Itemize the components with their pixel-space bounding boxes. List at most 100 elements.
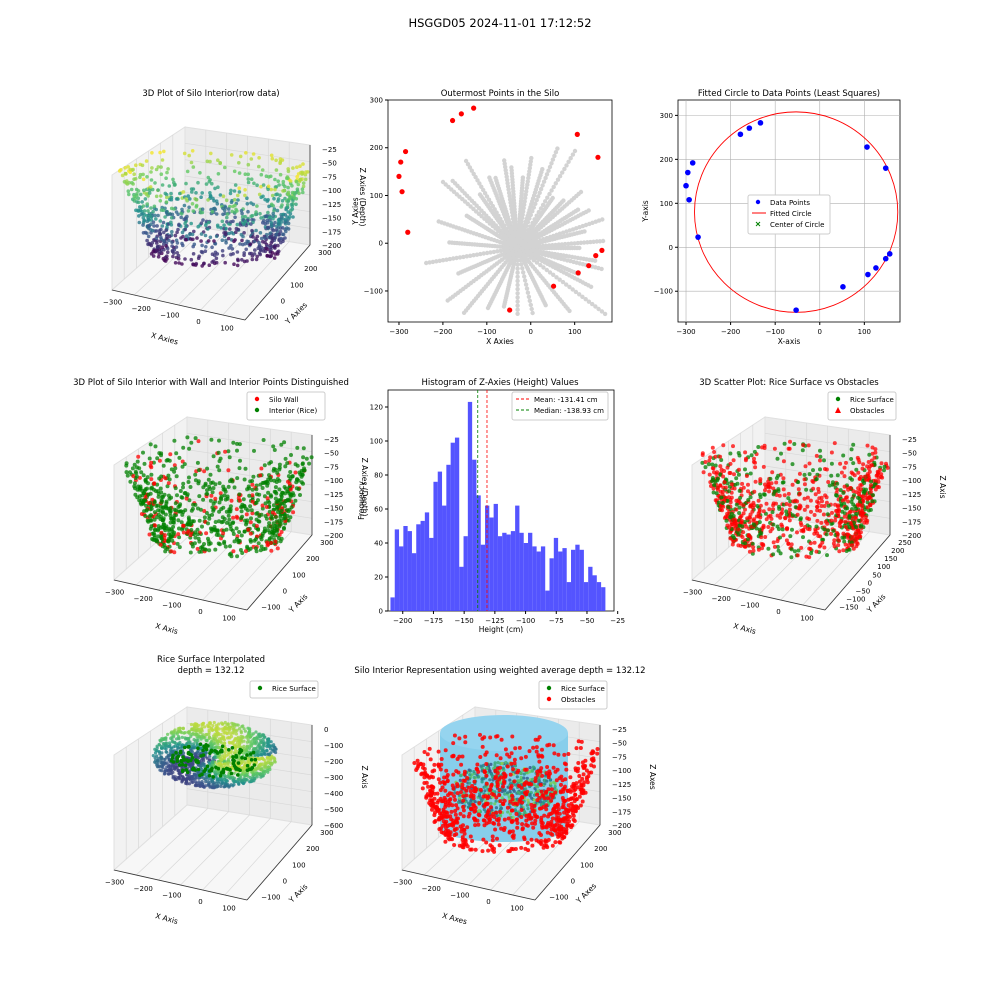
scatter-point	[170, 212, 175, 217]
scatter-point	[868, 489, 873, 494]
scatter-point	[202, 515, 207, 520]
scatter-point	[265, 199, 270, 203]
gray-point	[524, 286, 530, 291]
scatter-point	[200, 207, 205, 211]
scatter-point	[301, 446, 306, 451]
scatter-point	[835, 487, 840, 492]
scatter-point	[849, 447, 854, 452]
histogram-bar	[407, 531, 412, 611]
scatter-point	[137, 487, 142, 492]
scatter-point	[841, 453, 846, 458]
scatter-point	[752, 449, 757, 454]
scatter-point	[255, 234, 260, 239]
scatter-point	[184, 234, 189, 238]
scatter-point	[299, 480, 304, 485]
panel-title: Rice Surface Interpolated	[157, 655, 265, 665]
scatter-point	[268, 232, 272, 236]
scatter-point	[139, 502, 144, 507]
scatter-point	[190, 149, 195, 153]
scatter-point	[165, 225, 169, 230]
legend-label: Obstacles	[850, 407, 885, 415]
scatter-point	[802, 482, 807, 487]
scatter-point	[248, 504, 253, 509]
scatter-point	[187, 446, 192, 451]
surface-point	[208, 761, 212, 765]
scatter-point	[166, 167, 170, 171]
histogram-bar	[583, 582, 589, 611]
scatter-point	[729, 495, 734, 500]
scatter-point	[129, 187, 134, 192]
x-tick-label: −100	[740, 601, 759, 609]
scatter-point	[768, 476, 773, 481]
histogram-bar	[540, 546, 546, 611]
scatter-point	[262, 526, 267, 531]
legend-label: Median: -138.93 cm	[534, 407, 604, 415]
scatter-point	[713, 479, 718, 484]
scatter-point	[258, 535, 263, 540]
scatter-point	[156, 188, 160, 192]
scatter-point	[195, 236, 199, 240]
scatter-point	[137, 214, 141, 218]
scatter-point	[233, 215, 237, 220]
scatter-point	[289, 202, 294, 207]
scatter-point	[155, 538, 159, 543]
data-point	[882, 165, 889, 171]
gray-point	[511, 219, 516, 225]
scatter-point	[229, 230, 234, 235]
scatter-point	[243, 172, 248, 176]
scatter-point	[259, 172, 264, 177]
scatter-point	[781, 459, 786, 464]
scatter-point	[234, 207, 238, 212]
scatter-point	[835, 473, 840, 478]
scatter-point	[181, 530, 186, 535]
scatter-point	[738, 543, 743, 548]
scatter-point	[784, 502, 789, 506]
scatter-point	[781, 480, 786, 485]
scatter-point	[249, 222, 253, 226]
scatter-point	[195, 532, 200, 537]
gray-point	[461, 254, 466, 260]
data-point	[695, 234, 701, 240]
x-tick-label: 100	[222, 614, 235, 622]
scatter-point	[751, 518, 756, 523]
scatter-point	[269, 247, 273, 252]
scatter-point	[788, 439, 792, 444]
gray-point	[577, 292, 582, 297]
scatter-point	[154, 236, 159, 240]
grid-line	[178, 234, 248, 306]
legend-marker	[835, 407, 841, 413]
scatter-point	[295, 174, 300, 179]
scatter-point	[214, 234, 219, 239]
scatter-point	[750, 509, 755, 514]
scatter-point	[236, 258, 240, 263]
scatter-point	[767, 489, 771, 494]
scatter-point	[223, 260, 227, 265]
scatter-point	[161, 220, 166, 225]
scatter-point	[160, 494, 164, 499]
scatter-point	[279, 509, 284, 513]
scatter-point	[180, 207, 184, 212]
scatter-point	[209, 493, 214, 498]
scatter-point	[772, 489, 777, 494]
scatter-point	[735, 481, 740, 486]
scatter-point	[261, 218, 266, 223]
scatter-point	[761, 464, 766, 469]
scatter-point	[756, 511, 761, 516]
scatter-point	[288, 494, 293, 499]
scatter-point	[279, 442, 284, 447]
scatter-point	[848, 509, 853, 514]
scatter-point	[228, 227, 232, 231]
scatter-point	[244, 512, 249, 517]
scatter-point	[206, 227, 210, 231]
scatter-point	[792, 442, 797, 446]
scatter-point	[837, 549, 842, 554]
scatter-point	[298, 493, 302, 497]
scatter-point	[263, 214, 268, 219]
scatter-point	[151, 250, 155, 254]
scatter-point	[141, 177, 146, 182]
scatter-point	[149, 243, 154, 248]
y-tick-label: 20	[374, 574, 383, 582]
gray-point	[536, 209, 541, 215]
scatter-point	[164, 209, 169, 214]
scatter-point	[834, 509, 839, 513]
